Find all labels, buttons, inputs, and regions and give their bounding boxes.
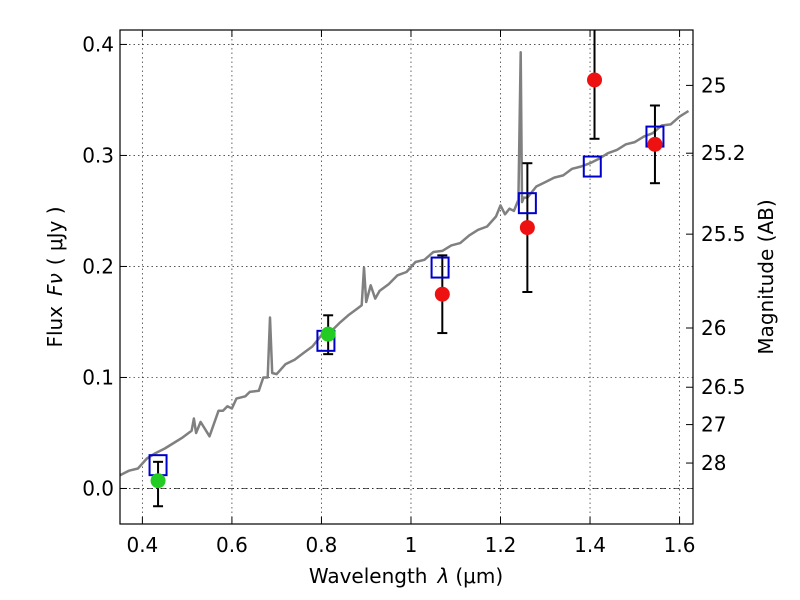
square-marker xyxy=(517,192,537,215)
circle-marker xyxy=(320,326,336,342)
x-tick-label: 0.8 xyxy=(306,533,338,557)
magnitude-tick-label: 25.5 xyxy=(701,222,746,246)
x-tick-label: 1.4 xyxy=(574,533,606,557)
circle-marker xyxy=(587,72,603,88)
magnitude-axis-label: Magnitude (AB) xyxy=(754,199,778,354)
square-marker xyxy=(430,256,450,279)
circle-marker xyxy=(434,286,450,302)
magnitude-tick-label: 28 xyxy=(701,451,726,475)
plot-frame xyxy=(119,29,694,525)
circle-marker xyxy=(519,220,535,236)
y-axis-label: FluxFν( μJy ) xyxy=(43,206,67,347)
magnitude-tick-label: 27 xyxy=(701,413,726,437)
y-tick-label: 0.1 xyxy=(82,365,114,389)
x-tick-label: 1.2 xyxy=(485,533,517,557)
x-tick-label: 1.6 xyxy=(664,533,696,557)
y-tick-label: 0.4 xyxy=(82,32,114,56)
circle-marker xyxy=(647,136,663,152)
y-tick-label: 0.0 xyxy=(82,476,114,500)
grid xyxy=(120,30,693,524)
error-bars xyxy=(153,30,660,508)
y-tick-label: 0.3 xyxy=(82,143,114,167)
magnitude-tick-label: 25 xyxy=(701,73,726,97)
x-tick-label: 1 xyxy=(405,533,418,557)
magnitude-tick-label: 25.2 xyxy=(701,141,746,165)
magnitude-tick-label: 26 xyxy=(701,316,726,340)
circle-marker xyxy=(150,473,166,489)
y-tick-label: 0.2 xyxy=(82,254,114,278)
x-tick-label: 0.6 xyxy=(216,533,248,557)
axis-ticks: 0.4 0.6 0.8 1 1.2 1.4 1.6 0.0 0.1 0.2 0.3 0.4 25 25.2… xyxy=(82,30,746,557)
magnitude-tick-label: 26.5 xyxy=(701,375,746,399)
model-spectrum xyxy=(119,50,690,477)
x-tick-label: 0.4 xyxy=(126,533,158,557)
x-axis-label: Wavelength λ (μm) xyxy=(309,564,503,588)
square-marker xyxy=(582,155,602,178)
spectrum-line xyxy=(119,50,690,477)
data-points xyxy=(148,72,665,489)
